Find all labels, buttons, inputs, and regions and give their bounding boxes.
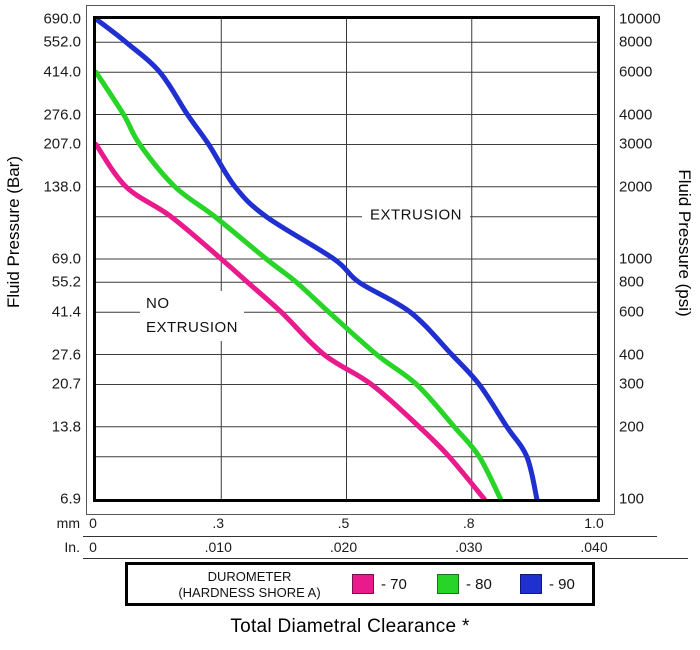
no-extrusion-line1: NO xyxy=(146,295,170,312)
curve-durometer-90 xyxy=(96,19,540,499)
y-tick-bar-55.2: 55.2 xyxy=(51,273,81,291)
y-tick-bar-13.8: 13.8 xyxy=(51,418,81,436)
y-tick-bar-6.9: 6.9 xyxy=(60,490,81,508)
legend-label-80: - 80 xyxy=(466,575,492,593)
x-tick-in-0: 0 xyxy=(89,539,97,555)
plot-area: EXTRUSION NO EXTRUSION xyxy=(93,16,600,502)
y-tick-bar-414.0: 414.0 xyxy=(43,63,81,81)
no-extrusion-region-label: NO EXTRUSION xyxy=(140,291,245,341)
y-tick-bar-138.0: 138.0 xyxy=(43,178,81,196)
x-tick-in-.040: .040 xyxy=(580,539,608,555)
legend-swatch-80 xyxy=(437,574,459,594)
y-tick-bar-552.0: 552.0 xyxy=(43,33,81,51)
curve-durometer-70 xyxy=(96,141,487,499)
x-tick-mm-.5: .5 xyxy=(337,515,350,531)
x-axis-title: Total Diametral Clearance * xyxy=(230,616,470,637)
x-tick-mm-.8: .8 xyxy=(462,515,475,531)
y-tick-psi-8000: 8000 xyxy=(619,33,653,51)
y-tick-bar-20.7: 20.7 xyxy=(51,375,81,393)
y-tick-bar-276.0: 276.0 xyxy=(43,106,81,123)
x-axis-caption-mm: mm xyxy=(56,515,80,531)
x-tick-mm-1.0: 1.0 xyxy=(584,515,604,531)
y-tick-psi-800: 800 xyxy=(619,273,645,291)
y-tick-labels-bar: 690.0 552.0 414.0 276.0 207.0 138.0 69.0 55.2 41… xyxy=(0,0,84,650)
x-axis-caption-in: In. xyxy=(64,539,80,555)
x-axis-rule-mm xyxy=(83,536,657,537)
y-tick-psi-1000: 1000 xyxy=(619,250,653,268)
y-tick-psi-200: 200 xyxy=(619,418,645,436)
y-tick-bar-207.0: 207.0 xyxy=(43,135,81,153)
chart-outer-frame xyxy=(86,5,615,515)
legend-label-90: - 90 xyxy=(549,575,575,593)
y-tick-bar-690.0: 690.0 xyxy=(43,10,81,28)
legend: DUROMETER (HARDNESS SHORE A) - 70 - 80 - 9… xyxy=(125,562,595,606)
y-tick-psi-600: 600 xyxy=(619,303,645,321)
y-tick-labels-psi: 10000 8000 6000 4000 3000 2000 1000 800 600 400 30… xyxy=(618,0,698,650)
legend-item-80: - 80 xyxy=(437,574,492,594)
legend-label-70: - 70 xyxy=(381,575,407,593)
legend-title: DUROMETER (HARDNESS SHORE A) xyxy=(142,569,357,601)
legend-swatch-70 xyxy=(352,574,374,594)
no-extrusion-line2: EXTRUSION xyxy=(146,319,239,336)
y-tick-psi-2000: 2000 xyxy=(619,178,653,196)
legend-title-line1: DUROMETER xyxy=(207,569,292,584)
y-tick-psi-100: 100 xyxy=(619,490,645,508)
x-tick-in-.020: .020 xyxy=(329,539,358,555)
y-tick-bar-41.4: 41.4 xyxy=(51,303,81,321)
x-tick-in-.010: .010 xyxy=(204,539,232,555)
extrusion-region-label: EXTRUSION xyxy=(361,203,471,227)
y-tick-psi-10000: 10000 xyxy=(619,10,661,28)
x-tick-mm-.3: .3 xyxy=(212,515,225,531)
legend-title-line2: (HARDNESS SHORE A) xyxy=(178,585,321,600)
plot-canvas xyxy=(96,19,597,499)
y-tick-psi-6000: 6000 xyxy=(619,63,653,81)
y-tick-bar-27.6: 27.6 xyxy=(51,346,81,363)
legend-item-90: - 90 xyxy=(520,574,575,594)
y-tick-bar-69.0: 69.0 xyxy=(51,250,81,268)
x-tick-mm-0: 0 xyxy=(89,515,97,531)
legend-swatch-90 xyxy=(520,574,542,594)
y-tick-psi-400: 400 xyxy=(619,346,645,363)
y-tick-psi-4000: 4000 xyxy=(619,106,653,123)
curve-durometer-80 xyxy=(96,69,504,499)
y-tick-psi-300: 300 xyxy=(619,375,645,393)
legend-item-70: - 70 xyxy=(352,574,407,594)
x-axis-rule-in xyxy=(83,558,688,559)
x-tick-in-.030: .030 xyxy=(455,539,483,555)
y-tick-psi-3000: 3000 xyxy=(619,135,653,153)
